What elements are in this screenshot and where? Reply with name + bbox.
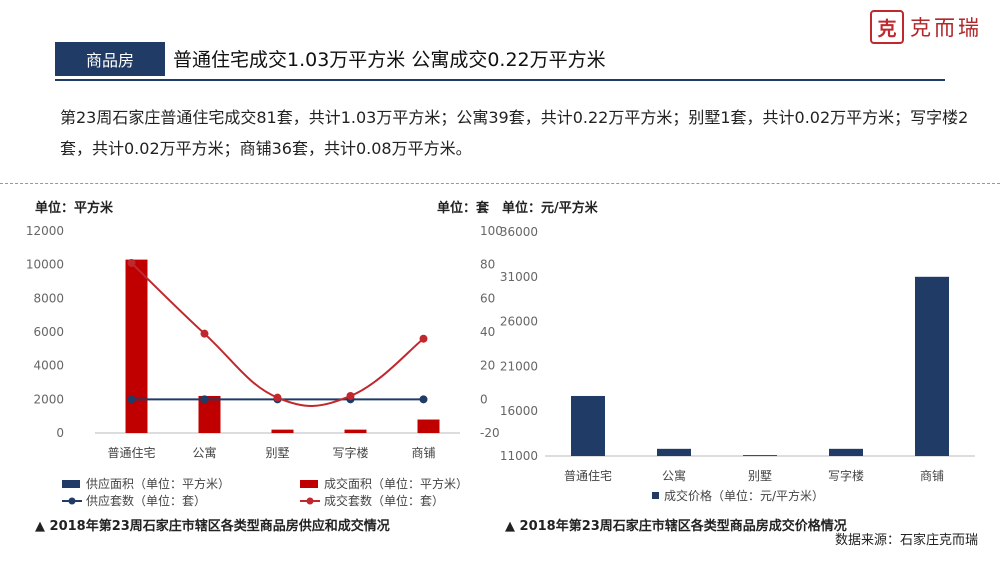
chart1-ytick-left: 12000 bbox=[26, 224, 64, 238]
chart1-ytick-right: 80 bbox=[480, 258, 495, 272]
chart1-ytick-right: 60 bbox=[480, 291, 495, 305]
chart2-xtick: 写字楼 bbox=[828, 468, 864, 483]
section-header: 商品房 普通住宅成交1.03万平方米 公寓成交0.22万平方米 bbox=[55, 42, 945, 82]
chart2-xtick: 商铺 bbox=[920, 468, 944, 483]
chart1-ytick-right: 0 bbox=[480, 392, 488, 406]
chart1-series-line bbox=[130, 262, 425, 407]
chart1-bar bbox=[198, 395, 221, 433]
chart1-legend-label: 供应面积（单位：平方米） bbox=[86, 476, 230, 491]
chart1-ytick-left: 4000 bbox=[33, 359, 64, 373]
chart1-line-point bbox=[127, 395, 136, 404]
chart1-legend-label: 成交面积（单位：平方米） bbox=[324, 476, 468, 491]
chart1-bar bbox=[125, 259, 148, 433]
chart2-xtick: 普通住宅 bbox=[564, 468, 612, 483]
chart1-line-point bbox=[273, 393, 282, 402]
chart1-xtick: 商铺 bbox=[411, 445, 435, 460]
chart1-line-point bbox=[127, 258, 136, 267]
data-source: 数据来源：石家庄克而瑞 bbox=[834, 533, 978, 548]
chart2-bar bbox=[829, 448, 863, 456]
chart1-ytick-left: 2000 bbox=[33, 392, 64, 406]
chart2-ytick: 36000 bbox=[500, 225, 538, 239]
chart1-legend-label: 成交套数（单位：套） bbox=[324, 493, 444, 508]
chart2-ytick: 16000 bbox=[500, 404, 538, 418]
chart2-ytick: 26000 bbox=[500, 315, 538, 329]
chart1-ytick-right: 40 bbox=[480, 325, 495, 339]
dashed-divider bbox=[0, 183, 1000, 184]
chart1-line-point bbox=[419, 334, 428, 343]
header-divider bbox=[55, 79, 945, 81]
chart1-xtick: 公寓 bbox=[192, 445, 216, 460]
chart1-xtick: 写字楼 bbox=[332, 445, 368, 460]
chart2-bar bbox=[657, 448, 691, 456]
chart1-caption: ▲ 2018年第23周石家庄市辖区各类型商品房供应和成交情况 bbox=[35, 518, 390, 534]
chart2-legend-swatch bbox=[652, 492, 659, 499]
chart1-xtick: 普通住宅 bbox=[107, 445, 155, 460]
logo-text: 克而瑞 bbox=[910, 16, 982, 40]
chart1-line-point bbox=[200, 329, 209, 338]
chart1-legend-swatch bbox=[300, 480, 318, 488]
chart1-line-point bbox=[346, 391, 355, 400]
chart1-ytick-right: 100 bbox=[480, 224, 503, 238]
logo-seal-icon: 克 bbox=[870, 10, 904, 44]
chart2-ylabel: 单位：元/平方米 bbox=[502, 200, 599, 216]
chart1-ytick-left: 10000 bbox=[26, 258, 64, 272]
chart1-ytick-left: 0 bbox=[56, 426, 64, 440]
chart1-legend-swatch bbox=[62, 480, 80, 488]
brand-logo: 克 克而瑞 bbox=[870, 10, 982, 44]
chart2-ytick: 21000 bbox=[500, 359, 538, 373]
chart2-bar bbox=[915, 276, 949, 456]
summary-paragraph: 第23周石家庄普通住宅成交81套，共计1.03万平方米；公寓39套，共计0.22… bbox=[60, 108, 969, 158]
chart1-bar bbox=[344, 429, 367, 433]
chart1-bar bbox=[271, 429, 294, 433]
chart2-bar bbox=[743, 455, 777, 456]
chart2-legend-label: 成交价格（单位：元/平方米） bbox=[664, 488, 824, 503]
chart1-legend-label: 供应套数（单位：套） bbox=[86, 493, 206, 508]
chart1-ytick-right: -20 bbox=[480, 426, 500, 440]
chart1-ylabel-right: 单位：套 bbox=[437, 200, 490, 216]
chart1-line-point bbox=[200, 395, 209, 404]
chart2-ytick: 31000 bbox=[500, 270, 538, 284]
chart1-line-point bbox=[419, 395, 428, 404]
chart2-xtick: 公寓 bbox=[662, 468, 686, 483]
chart1-ytick-right: 20 bbox=[480, 359, 495, 373]
chart2-bar bbox=[571, 395, 605, 456]
chart1-ylabel-left: 单位：平方米 bbox=[35, 200, 114, 216]
chart1-ytick-left: 6000 bbox=[33, 325, 64, 339]
chart1-bar bbox=[417, 419, 440, 433]
chart1-ytick-left: 8000 bbox=[33, 291, 64, 305]
chart2-xtick: 别墅 bbox=[748, 469, 772, 483]
chart2-caption: ▲ 2018年第23周石家庄市辖区各类型商品房成交价格情况 bbox=[505, 518, 847, 534]
chart1-xtick: 别墅 bbox=[265, 446, 289, 460]
chart1-legend-swatch bbox=[306, 497, 314, 505]
section-headline: 普通住宅成交1.03万平方米 公寓成交0.22万平方米 bbox=[173, 49, 606, 71]
section-tag: 商品房 bbox=[55, 42, 165, 76]
chart1-legend-swatch bbox=[68, 497, 76, 505]
chart2-ytick: 11000 bbox=[500, 449, 538, 463]
